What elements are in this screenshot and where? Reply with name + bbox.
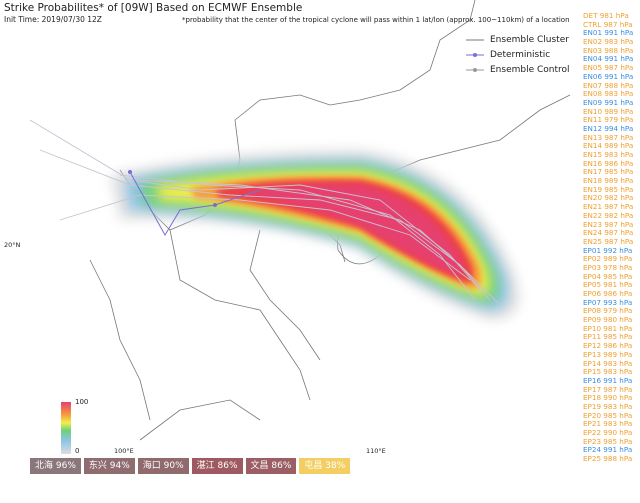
member-entry: EP20 985 hPa xyxy=(583,410,633,420)
member-entry: EP24 991 hPa xyxy=(583,445,633,455)
member-entry: EP14 983 hPa xyxy=(583,358,633,368)
lat-label: 20°N xyxy=(4,241,21,249)
member-entry: EP13 989 hPa xyxy=(583,349,633,359)
member-entry: DET 981 hPa xyxy=(583,11,629,20)
member-entry: EP07 993 hPa xyxy=(583,297,633,307)
city-badges: 北海 96% 东兴 94% 海口 90% 湛江 86% 文昌 86% 屯昌 38% xyxy=(30,458,351,474)
member-entry: EN15 983 hPa xyxy=(583,150,634,159)
member-entry: EP22 990 hPa xyxy=(583,428,633,437)
member-entry: EN19 985 hPa xyxy=(583,184,634,194)
member-entry: EP23 985 hPa xyxy=(583,436,633,446)
member-entry: EN10 989 hPa xyxy=(583,106,634,116)
member-entry: EP01 992 hPa xyxy=(583,245,633,255)
member-entry: EP19 983 hPa xyxy=(583,401,633,411)
member-entry: EN22 982 hPa xyxy=(583,210,634,220)
member-entry: EP06 986 hPa xyxy=(583,289,633,298)
member-entry: EP15 983 hPa xyxy=(583,367,633,377)
legend xyxy=(462,30,582,80)
member-entry: EP03 978 hPa xyxy=(583,262,633,272)
member-entry: EN24 987 hPa xyxy=(583,228,634,238)
member-entry: EP16 991 hPa xyxy=(583,375,633,385)
member-entry: EN14 989 hPa xyxy=(583,141,634,151)
city-badge: 北海 96% xyxy=(30,458,81,474)
member-entry: EN02 983 hPa xyxy=(583,37,634,47)
member-entry: EP09 980 hPa xyxy=(583,315,633,325)
member-list: DET 981 hPa CTRL 987 hPa EN01 991 hPa EN02 … xyxy=(583,11,640,464)
legend-label: Deterministic xyxy=(490,50,551,60)
member-entry: EN06 991 hPa xyxy=(583,71,634,81)
city-badge: 屯昌 38% xyxy=(299,458,351,474)
member-entry: EN09 991 hPa xyxy=(583,97,634,107)
deterministic-point xyxy=(213,203,217,207)
colorbar-min: 0 xyxy=(75,447,80,455)
member-entry: EP12 986 hPa xyxy=(583,341,633,351)
city-badge: 文昌 86% xyxy=(245,458,297,474)
member-entry: EP17 987 hPa xyxy=(583,384,633,394)
tracks xyxy=(29,119,501,306)
init-time: Init Time: 2019/07/30 12Z xyxy=(4,15,102,24)
member-entry: EP11 985 hPa xyxy=(583,332,633,342)
lon-label: 100°E xyxy=(114,447,134,455)
member-entry: EN21 987 hPa xyxy=(583,202,634,212)
member-entry: EP05 981 hPa xyxy=(583,280,633,290)
city-badge: 湛江 86% xyxy=(191,458,243,474)
member-entry: EN20 982 hPa xyxy=(583,193,634,203)
member-entry: EP21 983 hPa xyxy=(583,419,633,429)
title: Strike Probabilites* of [09W] Based on E… xyxy=(4,2,303,14)
lon-label: 110°E xyxy=(366,447,386,455)
deterministic-track xyxy=(129,171,261,236)
member-entry: EN12 994 hPa xyxy=(583,123,634,133)
deterministic-point xyxy=(128,170,132,174)
member-entry: EN25 987 hPa xyxy=(583,236,634,246)
member-entry: EN11 979 hPa xyxy=(583,115,634,125)
member-entry: EN03 988 hPa xyxy=(583,45,634,55)
member-entry: EN08 983 hPa xyxy=(583,89,634,99)
city-badge: 东兴 94% xyxy=(83,458,135,474)
member-entry: EP25 988 hPa xyxy=(583,454,633,464)
member-entry: EN23 987 hPa xyxy=(583,219,634,229)
member-entry: EN01 991 hPa xyxy=(583,28,634,38)
legend-label: Ensemble Cluster xyxy=(490,35,569,45)
member-entry: EN04 991 hPa xyxy=(583,54,634,64)
legend-label: Ensemble Control xyxy=(490,65,570,75)
member-entry: EP10 981 hPa xyxy=(583,323,633,333)
member-entry: EP02 989 hPa xyxy=(583,254,633,264)
member-entry: EN17 985 hPa xyxy=(583,167,634,177)
member-entry: EN05 987 hPa xyxy=(583,63,634,73)
city-badge: 海口 90% xyxy=(137,458,189,474)
note: *probability that the center of the trop… xyxy=(182,16,570,24)
member-entry: EP04 985 hPa xyxy=(583,271,633,281)
member-entry: EN16 986 hPa xyxy=(583,158,634,168)
member-entry: EP18 990 hPa xyxy=(583,393,633,403)
member-entry: EN13 987 hPa xyxy=(583,132,634,142)
colorbar xyxy=(61,402,71,454)
member-entry: EN07 988 hPa xyxy=(583,80,634,90)
colorbar-max: 100 xyxy=(75,398,89,406)
probability-field xyxy=(110,150,520,320)
member-entry: EN18 989 hPa xyxy=(583,176,634,186)
member-entry: EP08 979 hPa xyxy=(583,306,633,316)
member-entry: CTRL 987 hPa xyxy=(583,19,633,29)
